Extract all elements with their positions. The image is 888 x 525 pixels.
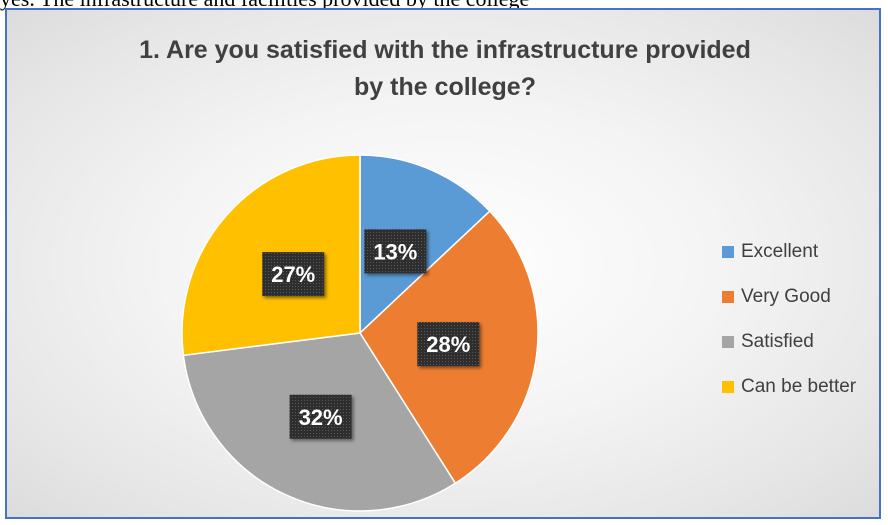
legend-label-excellent: Excellent	[741, 241, 819, 262]
data-label-very-good: 28%	[417, 322, 480, 367]
data-label-text-can-be-better: 27%	[271, 262, 315, 287]
data-label-excellent: 13%	[364, 229, 427, 274]
data-label-text-satisfied: 32%	[299, 405, 343, 430]
legend-swatch-very-good	[722, 291, 734, 303]
data-label-satisfied: 32%	[289, 394, 352, 439]
pie-chart: 13% 28% 32% 27%	[181, 154, 539, 512]
data-label-box-very-good	[417, 322, 480, 367]
chart-frame: 1. Are you satisfied with the infrastruc…	[5, 8, 881, 519]
legend-swatch-can-be-better	[722, 381, 734, 393]
data-label-text-very-good: 28%	[426, 332, 470, 357]
legend-swatch-satisfied	[722, 336, 734, 348]
legend-item-satisfied: Satisfied	[722, 328, 856, 356]
legend-swatch-excellent	[722, 246, 734, 258]
legend-label-can-be-better: Can be better	[741, 376, 857, 397]
legend-item-can-be-better: Can be better	[722, 373, 856, 401]
chart-legend: Excellent Very Good Satisfied Can be bet…	[722, 238, 856, 418]
legend-label-very-good: Very Good	[741, 286, 831, 307]
legend-item-very-good: Very Good	[722, 283, 856, 311]
chart-title-line-1: 1. Are you satisfied with the infrastruc…	[139, 36, 751, 64]
page-header-text: yes. The infrastructure and facilities p…	[0, 0, 529, 12]
data-label-text-excellent: 13%	[373, 239, 417, 264]
data-label-box-can-be-better	[262, 252, 325, 297]
data-label-box-excellent	[364, 229, 427, 274]
chart-title: 1. Are you satisfied with the infrastruc…	[7, 32, 879, 106]
data-label-box-satisfied	[289, 394, 352, 439]
data-label-can-be-better: 27%	[262, 252, 325, 297]
legend-label-satisfied: Satisfied	[741, 331, 814, 352]
chart-title-line-2: by the college?	[354, 73, 536, 101]
legend-item-excellent: Excellent	[722, 238, 856, 266]
